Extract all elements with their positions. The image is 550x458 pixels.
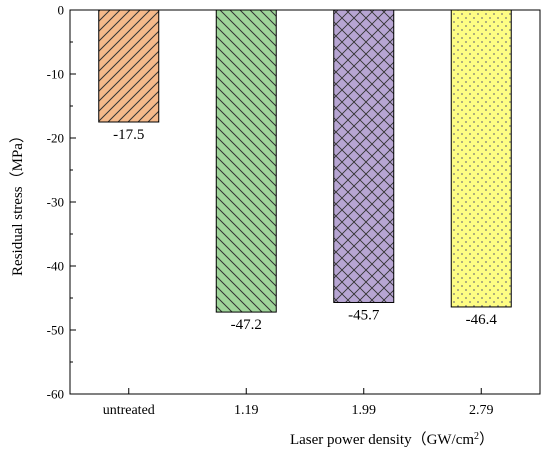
x-axis: untreated 1.19 1.99 2.79 [103, 388, 494, 418]
x-tick-label: 1.19 [234, 403, 259, 418]
x-axis-title: Laser power density（GW/cm2） [290, 431, 494, 449]
x-axis-title-suffix: ） [479, 431, 494, 448]
data-label: -17.5 [113, 127, 144, 143]
x-tick-label: 2.79 [469, 403, 494, 418]
y-tick-label: -20 [47, 131, 64, 146]
x-axis-title-superscript: 2 [474, 431, 479, 442]
data-label: -46.4 [466, 312, 498, 328]
x-tick-label: untreated [103, 403, 155, 418]
y-axis: 0 -10 -20 -30 -40 -50 -60 [47, 3, 76, 402]
bar [333, 9, 395, 303]
y-tick-label: -40 [47, 259, 64, 274]
data-label: -45.7 [348, 307, 380, 323]
y-tick-label: -30 [47, 195, 64, 210]
bar [450, 9, 512, 308]
bars: -17.5 -47.2 -45.7 -46.4 [98, 9, 512, 333]
y-tick-label: 0 [58, 3, 65, 18]
bar [215, 9, 277, 313]
x-axis-title-main: Laser power density（GW/cm [290, 431, 474, 448]
y-tick-label: -60 [47, 387, 64, 402]
y-axis-title: Residual stress（MPa） [9, 128, 26, 276]
y-tick-label: -50 [47, 323, 64, 338]
bar [98, 9, 160, 123]
data-label: -47.2 [231, 317, 262, 333]
y-tick-label: -10 [47, 67, 64, 82]
x-tick-label: 1.99 [352, 403, 377, 418]
